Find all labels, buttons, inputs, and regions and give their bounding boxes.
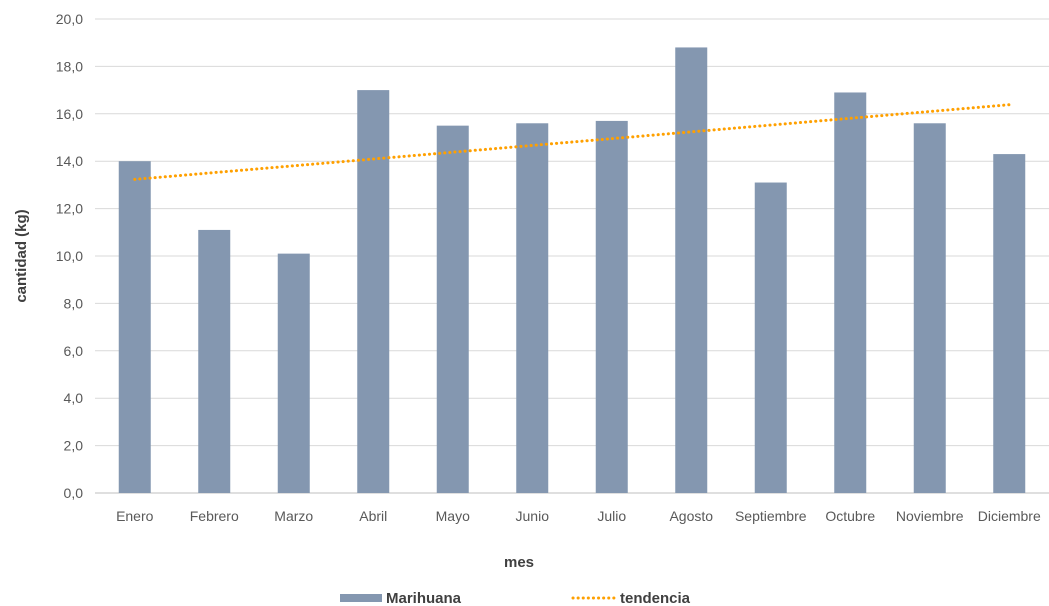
trendline-group: [135, 105, 1010, 180]
gridlines: [95, 19, 1049, 493]
y-tick-label: 20,0: [56, 11, 83, 27]
legend-swatch-marihuana: [340, 594, 382, 602]
bar-marzo: [278, 254, 310, 493]
bar-enero: [119, 161, 151, 493]
bar-febrero: [198, 230, 230, 493]
bar-junio: [516, 123, 548, 493]
y-tick-label: 16,0: [56, 106, 83, 122]
legend-label-tendencia: tendencia: [620, 590, 691, 606]
x-axis-ticks: Enero Febrero Marzo Abril Mayo Junio Julio Agos…: [116, 508, 1041, 524]
legend-label-marihuana: Marihuana: [386, 590, 462, 606]
bar-septiembre: [755, 183, 787, 493]
x-tick-label: Octubre: [825, 508, 875, 524]
bar-mayo: [437, 126, 469, 493]
trendline: [135, 105, 1010, 180]
x-tick-label: Enero: [116, 508, 154, 524]
bar-noviembre: [914, 123, 946, 493]
x-tick-label: Mayo: [436, 508, 470, 524]
y-tick-label: 0,0: [64, 485, 84, 501]
bar-julio: [596, 121, 628, 493]
y-tick-label: 12,0: [56, 201, 83, 217]
x-axis-title: mes: [504, 554, 534, 571]
y-axis-title: cantidad (kg): [13, 209, 30, 302]
x-tick-label: Marzo: [274, 508, 313, 524]
bar-diciembre: [993, 154, 1025, 493]
bar-agosto: [675, 47, 707, 493]
y-axis-ticks: 0,0 2,0 4,0 6,0 8,0 10,0 12,0 14,0 16,0 18,0 20,0: [56, 11, 83, 501]
x-tick-label: Diciembre: [978, 508, 1041, 524]
x-tick-label: Junio: [516, 508, 550, 524]
y-tick-label: 14,0: [56, 153, 83, 169]
bar-octubre: [834, 92, 866, 493]
x-tick-label: Septiembre: [735, 508, 807, 524]
y-tick-label: 2,0: [64, 438, 84, 454]
x-tick-label: Noviembre: [896, 508, 964, 524]
bar-abril: [357, 90, 389, 493]
x-tick-label: Abril: [359, 508, 387, 524]
x-tick-label: Julio: [597, 508, 626, 524]
y-tick-label: 18,0: [56, 58, 83, 74]
x-tick-label: Agosto: [669, 508, 713, 524]
y-tick-label: 4,0: [64, 390, 84, 406]
legend: Marihuana tendencia: [340, 590, 691, 606]
y-tick-label: 6,0: [64, 343, 84, 359]
y-tick-label: 8,0: [64, 295, 84, 311]
y-tick-label: 10,0: [56, 248, 83, 264]
x-tick-label: Febrero: [190, 508, 239, 524]
